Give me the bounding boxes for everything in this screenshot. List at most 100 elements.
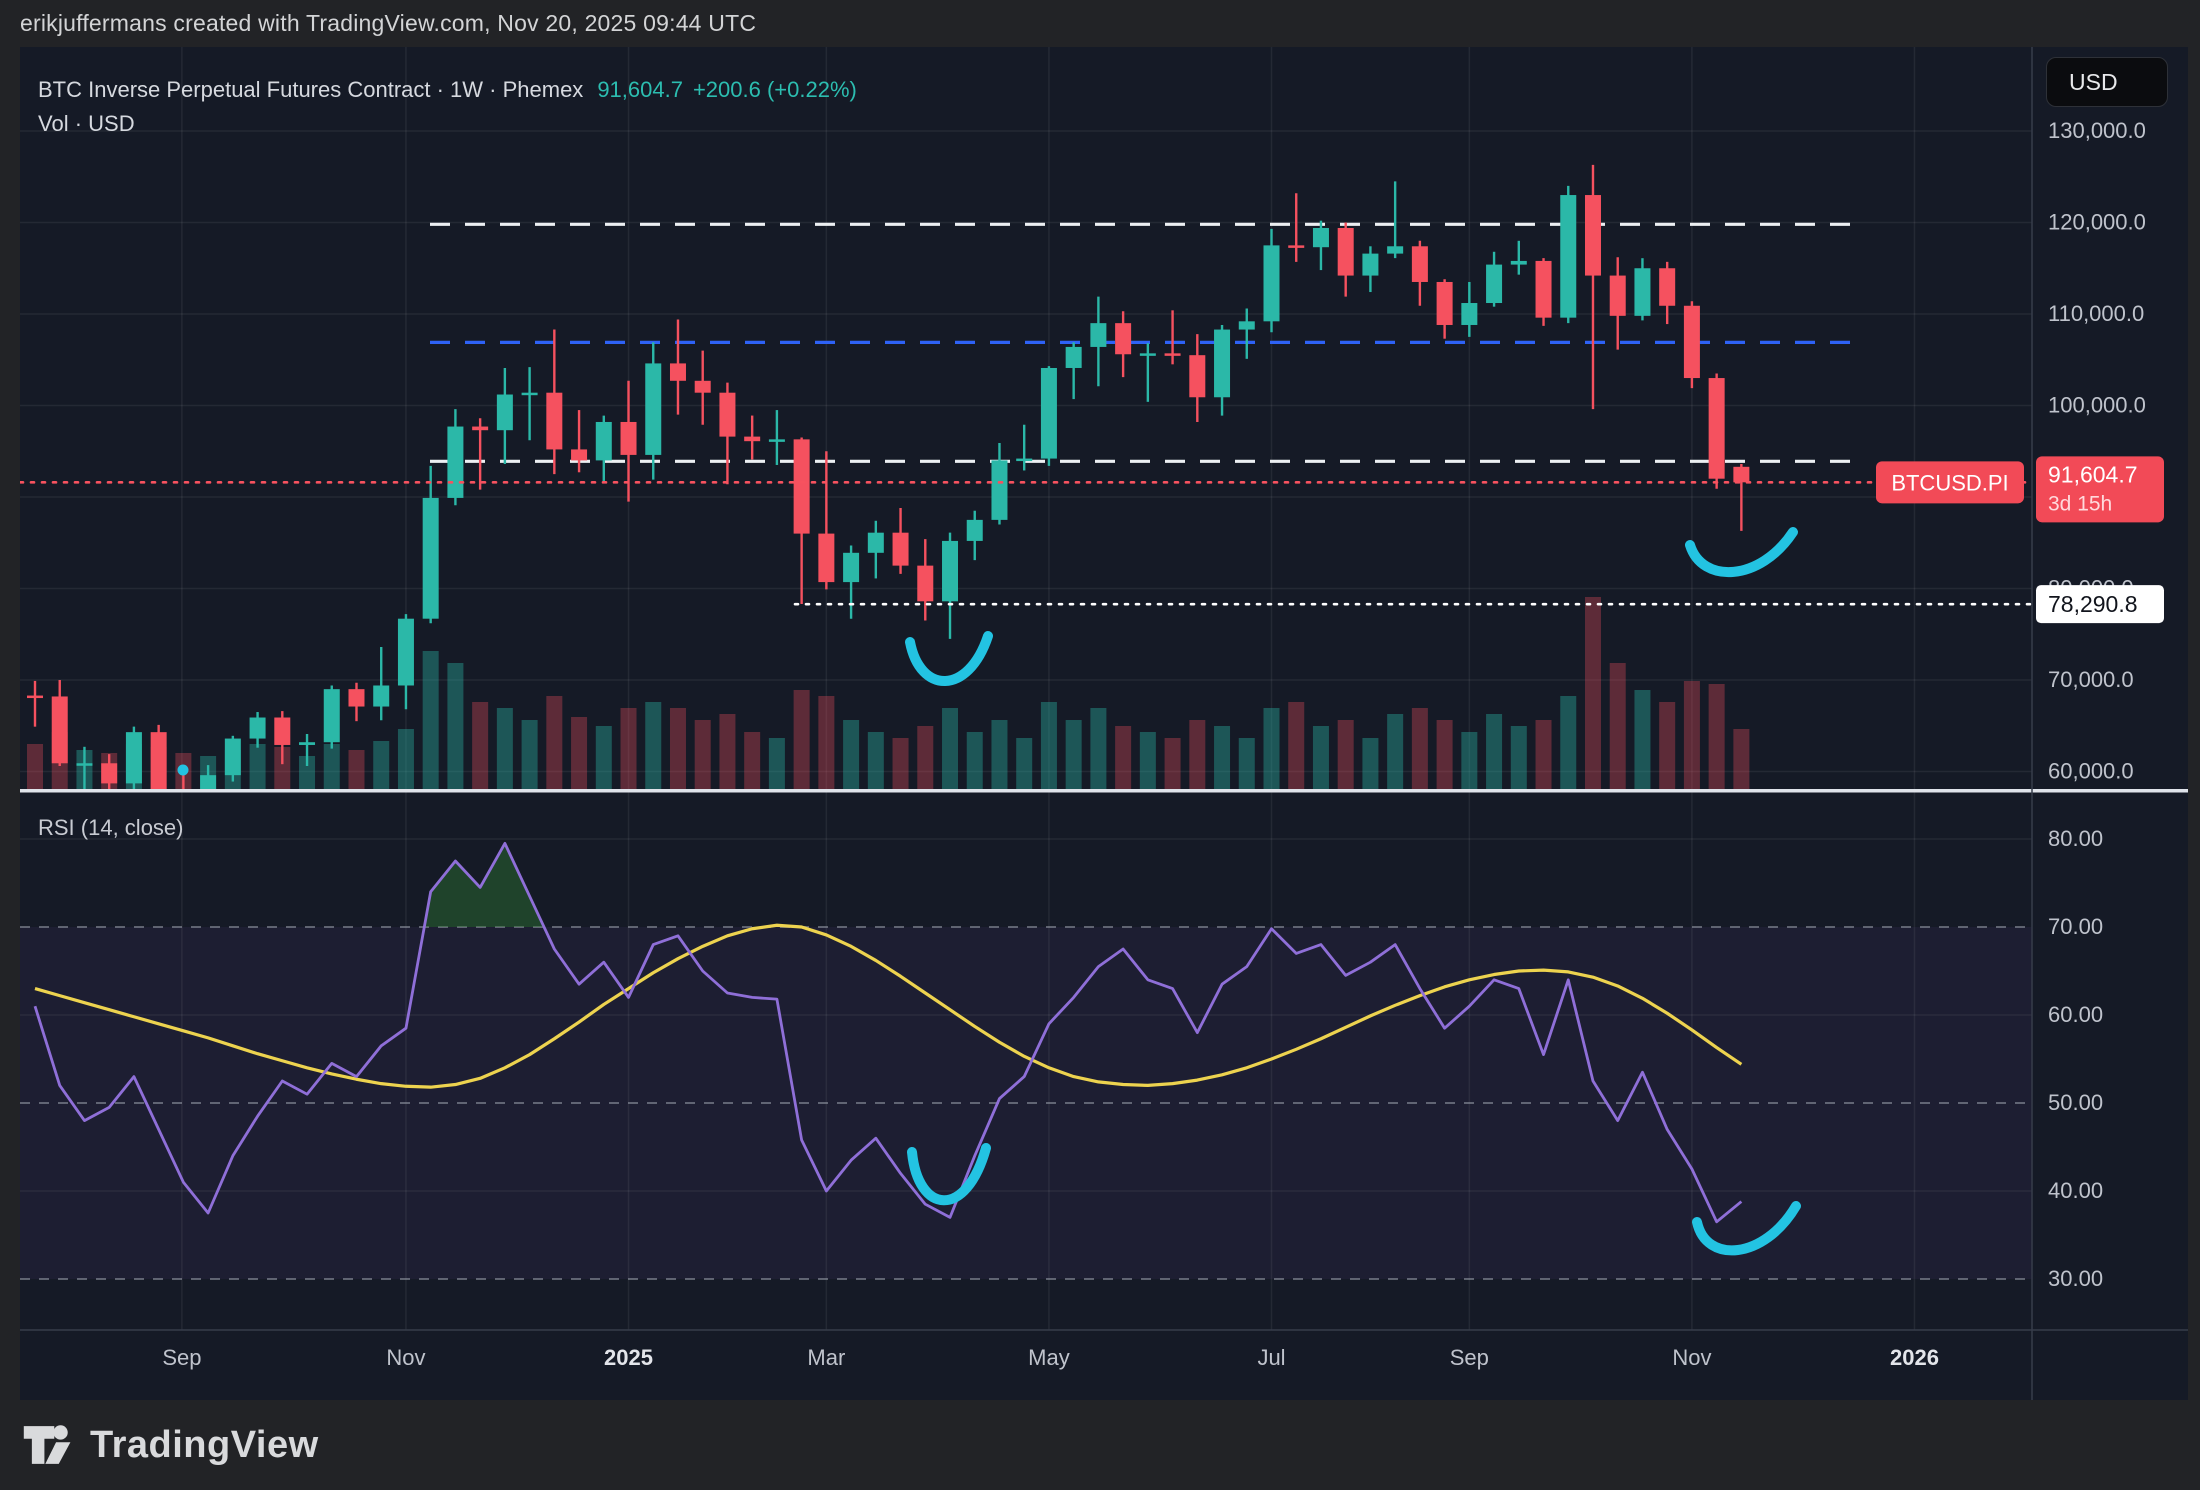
candle[interactable] (1733, 466, 1750, 483)
candle[interactable] (546, 392, 563, 450)
volume-bar[interactable] (1288, 702, 1305, 789)
volume-bar[interactable] (1214, 726, 1231, 789)
volume-bar[interactable] (1535, 720, 1552, 789)
volume-bar[interactable] (1238, 738, 1255, 789)
candle[interactable] (942, 540, 959, 602)
candle[interactable] (991, 460, 1008, 520)
volume-bar[interactable] (1486, 714, 1503, 789)
candle[interactable] (1362, 253, 1379, 276)
candle[interactable] (694, 380, 711, 393)
candle[interactable] (1436, 281, 1453, 325)
candle[interactable] (1634, 268, 1651, 316)
candle[interactable] (892, 532, 909, 566)
candle[interactable] (1609, 275, 1626, 316)
time-axis[interactable]: Sep Nov 2025 Mar May Jul Sep Nov 2026 (162, 1345, 1939, 1370)
volume-bar[interactable] (1337, 720, 1354, 789)
volume-bar[interactable] (1634, 690, 1651, 789)
candle[interactable] (125, 732, 142, 784)
candle[interactable] (571, 449, 588, 461)
volume-bar[interactable] (892, 738, 909, 789)
price-axis[interactable]: 130,000.0120,000.0110,000.0100,000.080,0… (2048, 118, 2146, 1291)
pane-separator[interactable] (20, 789, 2188, 793)
tradingview-logo[interactable]: TradingView (22, 1419, 319, 1471)
candle[interactable] (323, 689, 340, 743)
volume-bar[interactable] (669, 708, 686, 789)
volume-bar[interactable] (1436, 720, 1453, 789)
volume-bar[interactable] (694, 720, 711, 789)
volume-bar[interactable] (645, 702, 662, 789)
candle[interactable] (966, 519, 983, 541)
volume-bar[interactable] (818, 696, 835, 789)
candle[interactable] (1115, 323, 1132, 355)
volume-bar[interactable] (744, 732, 761, 789)
candle[interactable] (1337, 227, 1354, 276)
volume-bar[interactable] (1733, 729, 1750, 789)
candle[interactable] (818, 533, 835, 583)
volume-bar[interactable] (966, 732, 983, 789)
volume-bar[interactable] (496, 708, 513, 789)
candle[interactable] (793, 439, 810, 534)
volume-bar[interactable] (843, 720, 860, 789)
volume-bar[interactable] (27, 744, 43, 789)
candle[interactable] (719, 392, 736, 437)
candle[interactable] (1560, 195, 1577, 318)
candle[interactable] (397, 618, 414, 686)
volume-bar[interactable] (793, 690, 810, 789)
candle[interactable] (1387, 246, 1404, 254)
candle[interactable] (843, 552, 860, 583)
candle[interactable] (1214, 329, 1231, 398)
volume-bar[interactable] (991, 720, 1008, 789)
candle[interactable] (1535, 260, 1552, 318)
candle[interactable] (51, 696, 68, 764)
candle[interactable] (917, 565, 934, 602)
candle[interactable] (1659, 268, 1676, 306)
chart-canvas[interactable]: 130,000.0120,000.0110,000.0100,000.080,0… (20, 47, 2188, 1400)
candle[interactable] (595, 421, 612, 461)
candle[interactable] (76, 763, 93, 766)
volume-bar[interactable] (1510, 726, 1527, 789)
drawing-arc[interactable] (1685, 527, 1798, 578)
candle[interactable] (1016, 458, 1033, 462)
candle[interactable] (299, 742, 316, 745)
candle[interactable] (1090, 323, 1107, 347)
volume-bar[interactable] (521, 720, 538, 789)
volume-bar[interactable] (1584, 597, 1601, 789)
rsi-indicator-label[interactable]: RSI (14, close) (38, 815, 184, 840)
candle[interactable] (620, 421, 637, 455)
volume-legend[interactable]: Vol · USD (38, 111, 135, 136)
volume-bar[interactable] (348, 750, 365, 789)
candle[interactable] (472, 426, 489, 431)
candle[interactable] (1461, 303, 1478, 325)
candle[interactable] (744, 436, 761, 442)
candle[interactable] (274, 717, 291, 745)
volume-bar[interactable] (1115, 726, 1132, 789)
candle[interactable] (150, 732, 167, 791)
volume-bar[interactable] (373, 741, 390, 789)
volume-bar[interactable] (1461, 732, 1478, 789)
drawing-arc[interactable] (907, 1143, 991, 1206)
symbol-title[interactable]: BTC Inverse Perpetual Futures Contract ·… (38, 77, 584, 102)
volume-bar[interactable] (323, 744, 340, 789)
candle[interactable] (1486, 264, 1503, 304)
candle[interactable] (1139, 353, 1156, 356)
volume-bar[interactable] (571, 717, 588, 789)
volume-bar[interactable] (1659, 702, 1676, 789)
candle[interactable] (1189, 355, 1206, 398)
volume-bar[interactable] (1189, 720, 1206, 789)
volume-bar[interactable] (917, 726, 934, 789)
candle[interactable] (1288, 245, 1305, 248)
volume-bar[interactable] (1362, 738, 1379, 789)
candle[interactable] (496, 394, 513, 431)
volume-bar[interactable] (768, 738, 785, 789)
candle[interactable] (224, 738, 241, 776)
candle[interactable] (521, 392, 538, 396)
candle[interactable] (867, 532, 884, 553)
candle[interactable] (27, 695, 43, 699)
candle[interactable] (669, 363, 686, 381)
volume-bar[interactable] (1065, 720, 1082, 789)
volume-bar[interactable] (1387, 714, 1404, 789)
candle[interactable] (348, 689, 365, 707)
candle[interactable] (373, 685, 390, 707)
currency-toggle-button[interactable]: USD (2046, 57, 2168, 107)
volume-bar[interactable] (1312, 726, 1329, 789)
